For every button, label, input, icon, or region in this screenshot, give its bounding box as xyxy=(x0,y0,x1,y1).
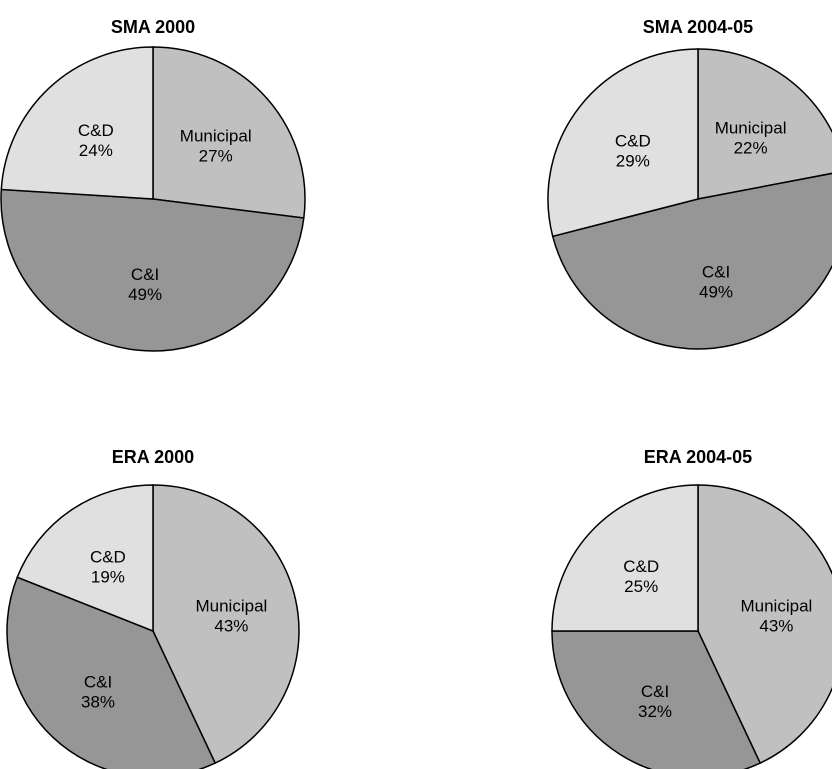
slice-value-label: 27% xyxy=(199,147,233,166)
pie-slice-c-d xyxy=(0,46,154,200)
pie-slice-c-i xyxy=(0,188,305,352)
slice-value-label: 22% xyxy=(734,138,768,157)
pie-slice-c-i xyxy=(551,172,832,350)
slice-label: Municipal xyxy=(715,118,787,137)
slice-label: C&I xyxy=(84,673,112,692)
chart-title: SMA 2000 xyxy=(111,17,195,37)
chart-title: SMA 2004-05 xyxy=(643,17,753,37)
slice-value-label: 25% xyxy=(624,577,658,596)
pie-slice-c-d xyxy=(551,484,699,632)
slice-value-label: 49% xyxy=(128,285,162,304)
pie-slice-c-d xyxy=(547,48,699,238)
pie-slice-municipal xyxy=(152,46,306,219)
pie-slice-c-d xyxy=(16,484,154,633)
slice-label: C&D xyxy=(615,131,651,150)
slice-label: Municipal xyxy=(180,127,252,146)
slice-label: C&D xyxy=(623,557,659,576)
slice-value-label: 49% xyxy=(699,283,733,302)
pie-slice-c-i xyxy=(6,576,217,769)
pie-slice-municipal xyxy=(697,48,832,200)
slice-value-label: 43% xyxy=(759,617,793,636)
slice-value-label: 24% xyxy=(79,141,113,160)
slice-value-label: 32% xyxy=(638,702,672,721)
slice-value-label: 19% xyxy=(91,568,125,587)
pie-slice-municipal xyxy=(152,484,300,765)
slice-label: C&I xyxy=(702,263,730,282)
slice-value-label: 43% xyxy=(214,617,248,636)
slice-label: C&I xyxy=(131,265,159,284)
pie-slice-municipal xyxy=(697,484,832,765)
slice-label: Municipal xyxy=(195,597,267,616)
slice-label: Municipal xyxy=(740,597,812,616)
slice-label: C&D xyxy=(78,121,114,140)
pie-slice-c-i xyxy=(551,630,762,769)
slice-value-label: 29% xyxy=(616,151,650,170)
chart-title: ERA 2004-05 xyxy=(644,447,752,467)
slice-value-label: 38% xyxy=(81,693,115,712)
slice-label: C&I xyxy=(641,682,669,701)
slice-label: C&D xyxy=(90,548,126,567)
chart-title: ERA 2000 xyxy=(112,447,194,467)
